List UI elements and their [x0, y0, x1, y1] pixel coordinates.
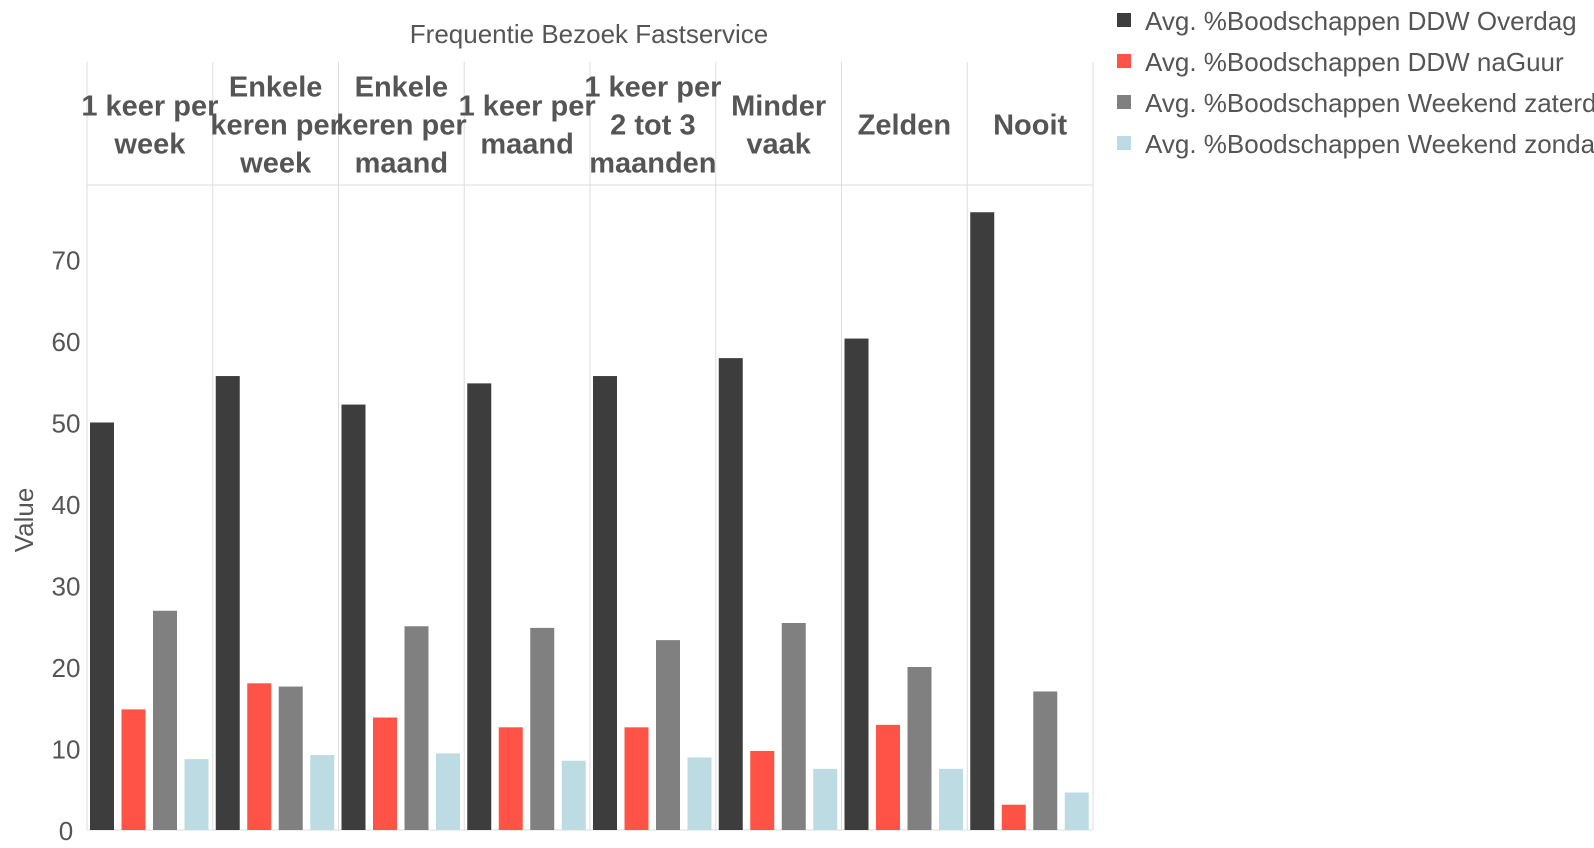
y-tick-label: 50: [52, 409, 81, 439]
bar: [939, 768, 963, 830]
bar: [373, 717, 397, 830]
bar: [121, 709, 146, 830]
bar: [1064, 792, 1089, 830]
category-label: Zelden: [858, 110, 951, 142]
bar: [687, 757, 712, 830]
category-label: week: [113, 129, 186, 161]
bar: [530, 627, 555, 830]
category-label: Enkele: [355, 72, 449, 104]
y-axis-label: Value: [9, 488, 39, 553]
bar: [593, 376, 617, 830]
y-tick-label: 0: [59, 816, 73, 844]
bar: [184, 759, 209, 830]
legend-label: Avg. %Boodschappen DDW Overdag: [1145, 6, 1577, 36]
category-label: keren per: [336, 110, 467, 142]
bar: [1033, 691, 1058, 830]
bar: [404, 626, 429, 830]
legend-label: Avg. %Boodschappen DDW naGuur: [1145, 47, 1564, 77]
bar: [781, 622, 806, 830]
bar: [718, 358, 743, 830]
y-tick-label: 70: [52, 246, 81, 276]
legend-swatch: [1117, 13, 1131, 27]
legend-label: Avg. %Boodschappen Weekend zondag: [1145, 129, 1594, 159]
legend-swatch: [1117, 95, 1131, 109]
bar: [561, 760, 586, 830]
bar: [278, 686, 303, 830]
chart-title: Frequentie Bezoek Fastservice: [410, 19, 768, 49]
y-tick-label: 20: [52, 653, 81, 683]
category-label: maanden: [589, 148, 716, 180]
y-tick-label: 60: [52, 327, 81, 357]
category-label: 1 keer per: [584, 72, 721, 104]
bar: [813, 768, 838, 830]
bar: [656, 640, 680, 830]
bar: [153, 610, 177, 830]
bar: [844, 338, 869, 830]
category-label: Enkele: [229, 72, 323, 104]
bar: [467, 383, 492, 830]
category-label: vaak: [746, 129, 811, 161]
category-label: 2 tot 3: [610, 110, 695, 142]
bar: [970, 212, 995, 831]
bar: [215, 376, 240, 830]
y-tick-layer: 0 10 20 30 40 50 60 70: [52, 246, 81, 847]
bar: [498, 727, 523, 830]
category-label: maand: [480, 129, 573, 161]
legend: Avg. %Boodschappen DDW Overdag Avg. %Bood…: [1117, 6, 1594, 159]
category-label: 1 keer per: [81, 91, 218, 123]
bar: [341, 404, 366, 830]
bar: [436, 753, 460, 830]
y-tick-label: 40: [52, 490, 81, 520]
bar: [247, 683, 272, 830]
bar: [310, 755, 335, 830]
legend-swatch: [1117, 136, 1131, 150]
legend-label: Avg. %Boodschappen Weekend zaterdag: [1145, 88, 1594, 118]
bar-layer: [90, 212, 1089, 831]
category-label: 1 keer per: [459, 91, 596, 123]
bar: [90, 422, 114, 830]
bar: [876, 724, 900, 830]
category-label: keren per: [210, 110, 341, 142]
category-label: maand: [355, 148, 448, 180]
legend-swatch: [1117, 54, 1131, 68]
bar: [624, 727, 649, 830]
category-label: Minder: [731, 91, 826, 123]
bar: [1001, 804, 1026, 830]
category-label: Nooit: [993, 110, 1067, 142]
y-tick-label: 30: [52, 572, 81, 602]
category-label: week: [239, 148, 312, 180]
bar: [750, 750, 775, 830]
y-tick-label: 10: [52, 735, 81, 765]
bar: [907, 667, 932, 830]
